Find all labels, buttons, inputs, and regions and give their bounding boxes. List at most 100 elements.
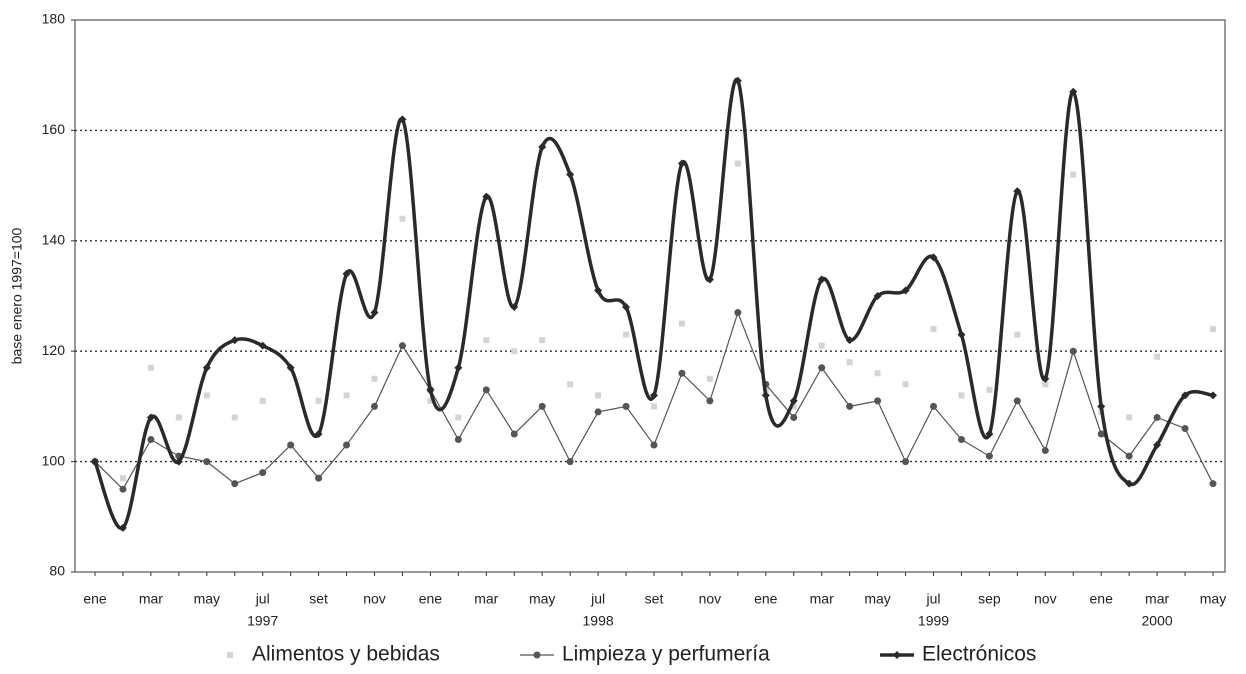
point: [874, 370, 881, 377]
point: [119, 485, 127, 493]
point: [930, 326, 937, 333]
point: [594, 286, 603, 295]
point: [1154, 353, 1161, 360]
point: [482, 192, 491, 201]
point: [427, 397, 434, 404]
point: [538, 402, 546, 410]
point: [426, 385, 435, 394]
x-tick-label: mar: [139, 591, 163, 607]
point: [231, 480, 239, 488]
point: [677, 159, 686, 168]
legend-label: Electrónicos: [922, 643, 1036, 666]
x-tick-label: ene: [83, 591, 107, 607]
point: [454, 436, 462, 444]
x-tick-label: may: [864, 591, 890, 607]
point: [706, 375, 713, 382]
x-tick-label: nov: [699, 591, 722, 607]
point: [845, 336, 854, 345]
point: [1181, 424, 1189, 432]
y-tick-label: 140: [42, 232, 66, 248]
x-tick-label: may: [194, 591, 220, 607]
point: [315, 397, 322, 404]
point: [985, 430, 994, 438]
point: [901, 286, 910, 295]
point: [650, 391, 658, 400]
point: [651, 403, 657, 410]
point: [566, 170, 575, 179]
point: [958, 392, 965, 399]
x-tick-label: may: [1200, 591, 1226, 607]
point: [343, 441, 351, 449]
point: [454, 363, 463, 372]
year-label: 1999: [918, 613, 949, 629]
point: [873, 292, 882, 300]
y-tick-label: 80: [49, 563, 65, 579]
point: [705, 275, 714, 284]
point: [286, 363, 295, 372]
y-tick-label: 100: [42, 452, 66, 468]
point: [1209, 480, 1217, 488]
x-tick-label: nov: [363, 591, 386, 607]
point: [343, 392, 350, 399]
y-tick-label: 180: [42, 11, 66, 27]
x-tick-label: ene: [1090, 591, 1114, 607]
point: [567, 381, 574, 388]
point: [1013, 397, 1021, 405]
point: [258, 341, 267, 350]
point: [1209, 391, 1217, 400]
point: [118, 523, 127, 532]
point: [119, 475, 126, 482]
point: [1125, 452, 1133, 460]
point: [566, 458, 574, 466]
point: [846, 402, 854, 410]
point: [482, 386, 490, 394]
x-tick-label: jul: [590, 591, 605, 607]
point: [734, 160, 741, 167]
point: [455, 414, 462, 421]
point: [539, 337, 546, 344]
y-tick-label: 120: [42, 342, 66, 358]
point: [147, 436, 155, 444]
x-tick-label: sep: [978, 591, 1001, 607]
point: [594, 408, 602, 416]
point: [1181, 391, 1190, 400]
x-tick-label: mar: [810, 591, 834, 607]
point: [146, 413, 155, 422]
point: [789, 396, 798, 405]
point: [902, 458, 910, 466]
point: [818, 342, 825, 349]
year-label: 1998: [583, 613, 614, 629]
point: [733, 76, 742, 85]
point: [818, 364, 826, 372]
point: [1042, 381, 1049, 388]
point: [510, 303, 519, 312]
point: [175, 414, 182, 421]
point: [1210, 326, 1216, 333]
point: [510, 430, 518, 438]
point: [398, 115, 407, 124]
point: [203, 458, 211, 466]
point: [259, 397, 266, 404]
point: [1014, 331, 1021, 338]
point: [147, 364, 154, 371]
point: [595, 392, 602, 399]
x-tick-label: jul: [255, 591, 270, 607]
plot-frame: [74, 19, 1226, 573]
point: [957, 436, 965, 444]
point: [91, 457, 99, 466]
point: [622, 303, 631, 312]
point: [1070, 171, 1077, 178]
point: [1097, 402, 1106, 411]
legend-label: Alimentos y bebidas: [252, 643, 440, 666]
point: [678, 320, 685, 327]
x-tick-label: nov: [1034, 591, 1057, 607]
point: [314, 430, 323, 438]
point: [790, 403, 797, 410]
point: [874, 397, 882, 405]
x-tick-label: ene: [419, 591, 443, 607]
point: [761, 391, 770, 400]
point: [342, 269, 351, 278]
x-tick-label: ene: [754, 591, 778, 607]
point: [986, 386, 993, 393]
